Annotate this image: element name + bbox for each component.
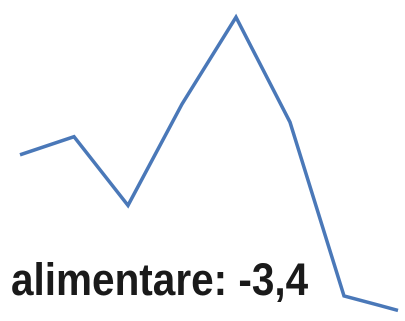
chart-annotation: alimentare: -3,4: [11, 254, 309, 305]
series-line-0: [19, 13, 399, 313]
